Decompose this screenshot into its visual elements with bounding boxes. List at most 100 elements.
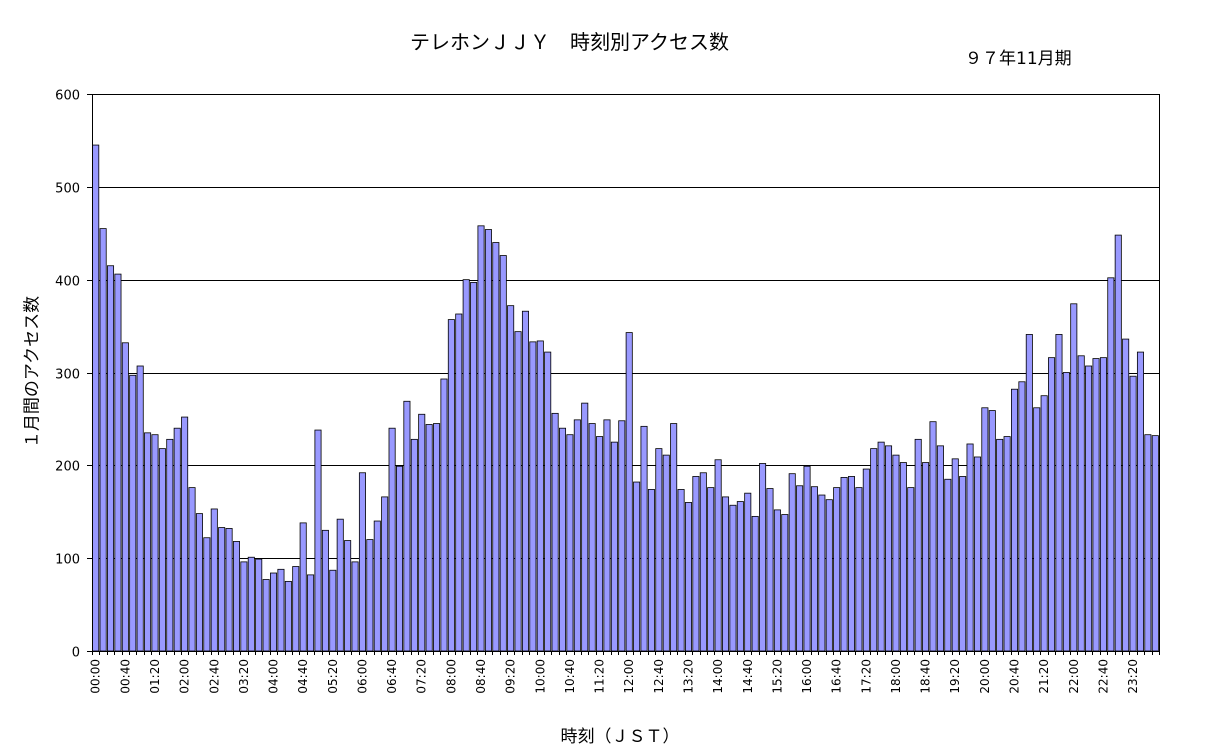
x-tick-label: 04:00 <box>267 659 281 694</box>
x-tick-label: 03:20 <box>237 659 251 694</box>
x-tick-label: 00:00 <box>89 659 103 694</box>
bar <box>744 492 752 652</box>
bar <box>232 541 240 652</box>
bar <box>773 509 781 652</box>
x-tick-label: 15:20 <box>770 659 784 694</box>
bar <box>796 485 804 652</box>
bar <box>1077 355 1085 652</box>
bar <box>299 522 307 652</box>
bar <box>1099 357 1107 652</box>
bar <box>536 340 544 652</box>
bar <box>1122 338 1130 652</box>
bar <box>677 489 685 652</box>
bar <box>158 448 166 652</box>
bar <box>559 427 567 652</box>
bar <box>433 423 441 652</box>
bar <box>284 580 292 652</box>
x-tick-label: 18:40 <box>919 659 933 694</box>
bar <box>892 454 900 652</box>
bar <box>166 438 174 652</box>
bar <box>1055 334 1063 652</box>
bar <box>410 438 418 652</box>
bar <box>759 463 767 652</box>
bar <box>447 319 455 652</box>
bar <box>699 472 707 652</box>
x-tick-label: 12:40 <box>652 659 666 694</box>
bar <box>1092 358 1100 652</box>
bar <box>988 410 996 652</box>
y-tick-label: 0 <box>72 646 80 661</box>
bar <box>262 579 270 652</box>
bar <box>314 429 322 652</box>
bar <box>484 229 492 652</box>
x-tick-label: 02:00 <box>178 659 192 694</box>
bar <box>307 574 315 652</box>
x-tick-label: 07:20 <box>415 659 429 694</box>
bar <box>107 265 115 652</box>
bar <box>329 569 337 652</box>
bar <box>707 487 715 652</box>
bar <box>551 412 559 652</box>
bar <box>395 465 404 652</box>
bar <box>373 520 381 652</box>
bar <box>1107 277 1115 652</box>
bar <box>358 472 366 652</box>
y-tick-label: 400 <box>55 275 80 290</box>
bar <box>751 515 759 652</box>
chart-subtitle: ９７年11月期 <box>965 49 1072 69</box>
bar <box>914 438 922 652</box>
bar <box>899 462 907 652</box>
x-axis-label: 時刻（ＪＳＴ） <box>560 727 680 747</box>
x-tick-label: 20:40 <box>1008 659 1022 694</box>
bar <box>514 331 522 652</box>
bar <box>951 458 959 652</box>
bar <box>344 540 352 652</box>
bar <box>173 427 181 652</box>
bar <box>336 518 344 652</box>
bar <box>1048 357 1056 652</box>
bar <box>477 225 485 652</box>
bar <box>684 502 692 652</box>
bar <box>766 488 774 652</box>
bar <box>210 508 218 652</box>
bar <box>247 556 255 652</box>
x-tick-label: 18:00 <box>889 659 903 694</box>
bar <box>936 445 944 652</box>
x-tick-label: 17:20 <box>859 659 873 694</box>
bar <box>825 499 833 652</box>
bar <box>625 332 633 652</box>
bar <box>1033 407 1041 652</box>
x-tick-label: 21:20 <box>1037 659 1051 694</box>
bar <box>195 513 203 652</box>
x-tick-label: 16:40 <box>830 659 844 694</box>
bar <box>603 419 611 652</box>
bar <box>640 425 648 652</box>
y-tick-label: 600 <box>55 89 80 104</box>
x-tick-label: 14:00 <box>711 659 725 694</box>
bar <box>870 448 878 652</box>
bar <box>803 465 811 652</box>
bar <box>877 441 885 652</box>
bar <box>581 402 589 652</box>
bar <box>188 487 196 652</box>
bar <box>729 504 737 652</box>
bar <box>907 487 915 652</box>
bar <box>855 487 863 652</box>
bar <box>151 434 159 652</box>
x-tick-label: 10:00 <box>533 659 547 694</box>
bar <box>944 478 952 652</box>
x-tick-label: 11:20 <box>593 659 607 694</box>
x-tick-label: 01:20 <box>148 659 162 694</box>
x-tick-label: 08:40 <box>474 659 488 694</box>
x-tick-label: 02:40 <box>207 659 221 694</box>
bar <box>240 561 248 652</box>
bar <box>99 228 107 652</box>
bar <box>981 407 989 652</box>
bar <box>492 242 500 652</box>
bar <box>366 539 374 652</box>
bar <box>1136 351 1144 652</box>
bar <box>529 341 537 652</box>
x-tick-label: 08:00 <box>444 659 458 694</box>
